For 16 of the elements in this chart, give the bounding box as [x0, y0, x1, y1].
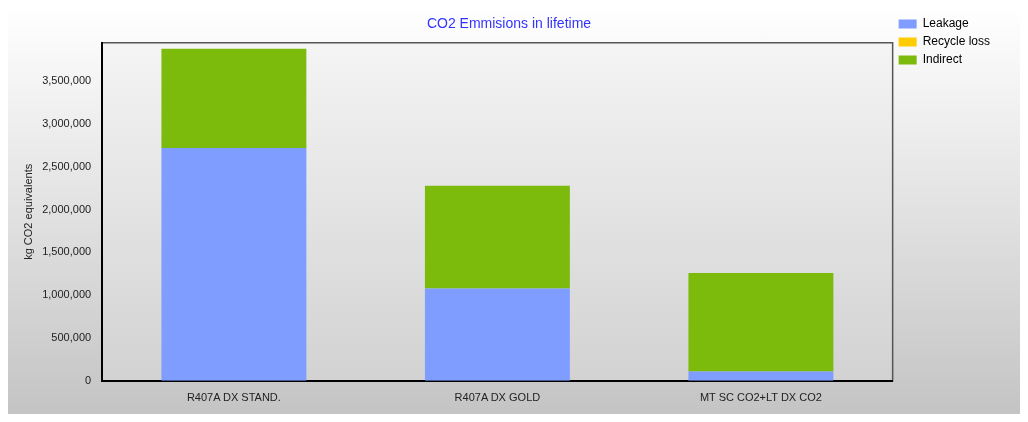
y-tick-label: 3,000,000 [42, 117, 92, 130]
chart-title: CO2 Emmisions in lifetime [426, 15, 592, 32]
legend-label: Indirect [922, 52, 963, 67]
x-tick-label: R407A DX GOLD [454, 391, 541, 404]
y-tick-label: 0 [85, 373, 92, 386]
legend-label: Leakage [922, 16, 970, 31]
y-tick-label: 3,500,000 [42, 74, 92, 87]
y-tick-label: 1,500,000 [42, 245, 92, 258]
y-axis-title: kg CO2 equivalents [21, 163, 34, 260]
x-tick-label: MT SC CO2+LT DX CO2 [699, 391, 822, 404]
y-tick-label: 1,000,000 [42, 288, 92, 301]
x-tick-label: R407A DX STAND. [186, 391, 281, 404]
y-tick-label: 500,000 [51, 331, 92, 344]
y-tick-label: 2,500,000 [42, 159, 92, 172]
y-tick-label: 2,000,000 [42, 202, 92, 215]
legend-label: Recycle loss [922, 34, 991, 49]
